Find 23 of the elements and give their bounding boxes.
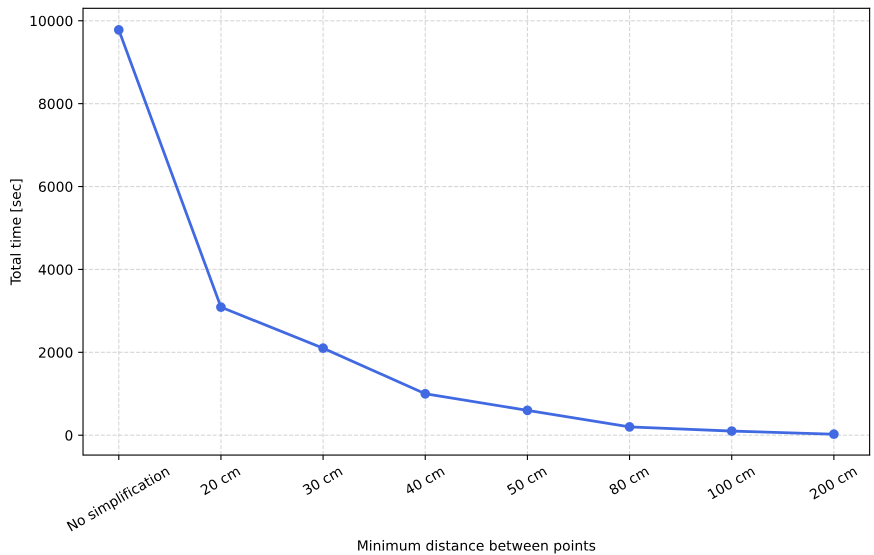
y-tick-label: 0 [65,430,72,441]
x-axis-title: Minimum distance between points [358,540,596,554]
x-tick-label: 80 cm [608,466,650,496]
y-tick-label: 10000 [30,16,72,26]
y-tick-label: 2000 [38,347,72,358]
y-tick-label: 4000 [38,264,72,275]
point [420,388,430,399]
point [624,422,634,432]
y-tick-label: 8000 [38,98,72,110]
x-tick-label: 30 cm [302,466,343,496]
point [522,405,532,416]
x-tick-label: 50 cm [506,466,548,496]
x-tick-label: 200 cm [808,466,858,500]
x-tick-label: 40 cm [404,466,445,496]
point [726,426,737,436]
x-tick-label: 100 cm [707,466,756,500]
y-tick-label: 6000 [38,182,72,192]
point [216,302,226,312]
point [318,343,328,354]
point [829,429,839,440]
x-tick-label: 20 cm [200,466,241,496]
point [114,25,124,35]
y-axis-title: Total time [sec] [10,179,23,286]
